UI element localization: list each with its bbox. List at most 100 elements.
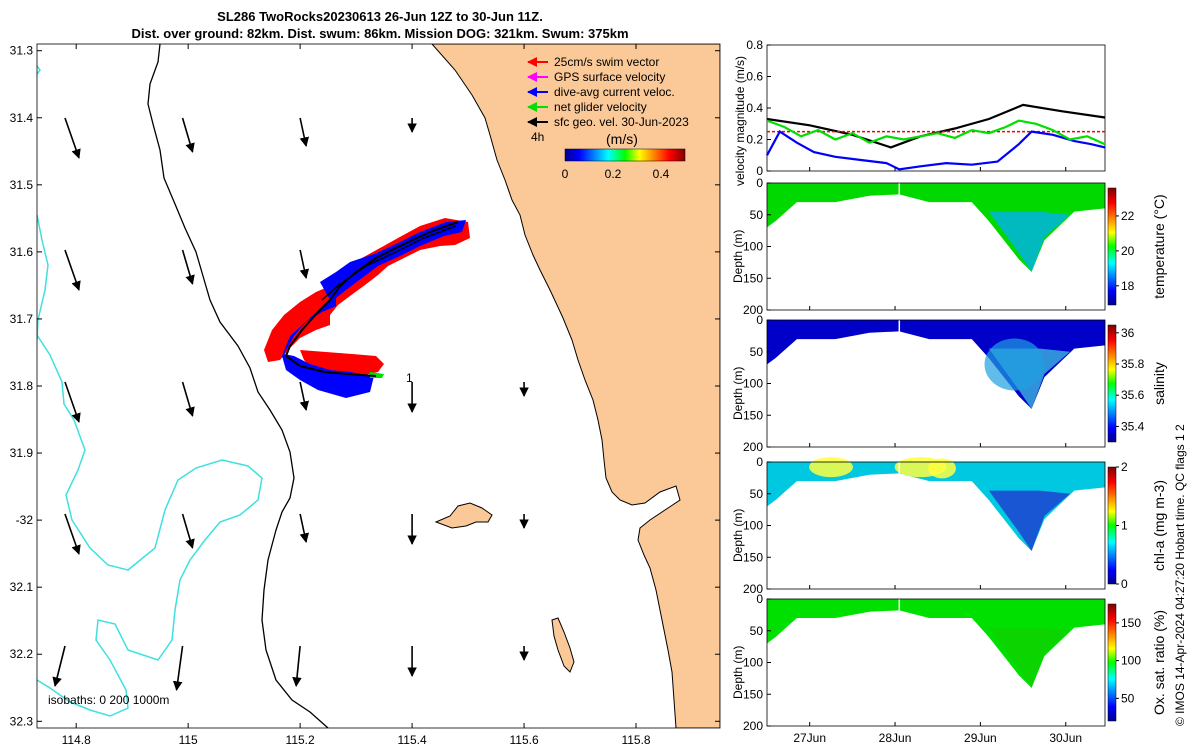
geo-velocity-arrow bbox=[181, 381, 195, 417]
map-y-tick-label: -32 bbox=[16, 513, 34, 527]
colorbar-tick-label: 1 bbox=[1121, 519, 1128, 533]
time-tick-label: 28Jun bbox=[879, 731, 912, 745]
section-y-tick-label: 150 bbox=[743, 408, 763, 422]
section-deep-feature bbox=[988, 211, 1070, 272]
section-ylabel: Depth (m) bbox=[731, 230, 745, 283]
velocity-y-tick-label: 0.8 bbox=[746, 38, 763, 52]
section-y-tick-label: 0 bbox=[756, 176, 763, 190]
track-start-label: 1 bbox=[406, 371, 413, 385]
velocity-ylabel: velocity magnitude (m/s) bbox=[733, 56, 747, 186]
section-deep-feature bbox=[988, 627, 1070, 688]
geo-velocity-arrow bbox=[181, 117, 195, 153]
map-x-tick-label: 115.6 bbox=[509, 733, 538, 747]
copyright-note: © IMOS 14-Apr-2024 04:27:20 Hobart time.… bbox=[1173, 424, 1187, 726]
colorbar-tick-label: 2 bbox=[1121, 460, 1128, 474]
section-y-tick-label: 0 bbox=[756, 455, 763, 469]
geo-velocity-arrow bbox=[64, 249, 81, 291]
section-colorbar bbox=[1107, 324, 1117, 443]
section-deep-feature bbox=[988, 490, 1070, 551]
time-tick-label: 27Jun bbox=[793, 731, 826, 745]
section-y-tick-label: 200 bbox=[743, 582, 763, 596]
map-y-tick-label: 32.2 bbox=[10, 647, 34, 661]
colorbar-label: Ox. sat. ratio (%) bbox=[1151, 610, 1167, 715]
section-y-tick-label: 50 bbox=[750, 345, 764, 359]
map-y-tick-label: 31.4 bbox=[10, 111, 34, 125]
section-y-tick-label: 200 bbox=[743, 303, 763, 317]
legend-label: GPS surface velocity bbox=[554, 70, 665, 84]
figure-title-line1: SL286 TwoRocks20230613 26-Jun 12Z to 30-… bbox=[217, 9, 543, 24]
glider-track bbox=[264, 218, 470, 398]
legend-colorbar-tick: 0 bbox=[562, 167, 569, 181]
land-coast bbox=[431, 44, 720, 728]
colorbar-tick-label: 18 bbox=[1121, 279, 1135, 293]
section-colorbar bbox=[1107, 603, 1117, 722]
section-panel: 0 50 100 150 200 Depth (m) 18 20 22 temperature (… bbox=[731, 176, 1167, 317]
legend-label: dive-avg current veloc. bbox=[554, 85, 675, 99]
section-y-tick-label: 50 bbox=[750, 208, 764, 222]
section-colorbar bbox=[1107, 187, 1117, 306]
section-panel: 0 50 100 150 200 Depth (m) 50 100 150 Ox. sat. ra… bbox=[731, 592, 1167, 733]
section-y-tick-label: 100 bbox=[743, 377, 763, 391]
colorbar-label: temperature (°C) bbox=[1151, 194, 1167, 298]
colorbar-tick-label: 100 bbox=[1121, 654, 1141, 668]
map-x-tick-label: 114.8 bbox=[62, 733, 91, 747]
chl-high-patch bbox=[927, 458, 956, 479]
velocity-y-tick-label: 0.4 bbox=[746, 101, 763, 115]
geo-velocity-arrow bbox=[299, 381, 310, 411]
geo-velocity-arrow bbox=[52, 645, 66, 687]
velocity-panel: 0 0.2 0.4 0.6 0.8 velocity magnitude (m/s) bbox=[733, 38, 1106, 186]
rottnest-island bbox=[434, 502, 493, 529]
section-y-tick-label: 100 bbox=[743, 656, 763, 670]
legend-colorbar-tick: 0.2 bbox=[605, 167, 622, 181]
map-y-tick-label: 32.1 bbox=[10, 580, 34, 594]
map-y-tick-label: 31.6 bbox=[10, 245, 34, 259]
colorbar-tick-label: 150 bbox=[1121, 616, 1141, 630]
section-ylabel: Depth (m) bbox=[731, 646, 745, 699]
velocity-y-tick-label: 0 bbox=[756, 164, 763, 178]
legend-interval: 4h bbox=[531, 130, 544, 144]
section-y-tick-label: 150 bbox=[743, 550, 763, 564]
track-return bbox=[321, 225, 457, 301]
time-tick-label: 29Jun bbox=[964, 731, 997, 745]
map-axes: 114.8 115 115.2 115.4 115.6 115.8 31.3 31.4 31.5… bbox=[10, 44, 720, 747]
colorbar-label: chl-a (mg m-3) bbox=[1151, 480, 1167, 571]
velocity-y-tick-label: 0.6 bbox=[746, 70, 763, 84]
geo-velocity-arrow bbox=[181, 249, 195, 285]
speed-colorbar bbox=[564, 148, 686, 162]
colorbar-label: salinity bbox=[1151, 362, 1167, 405]
legend-label: net glider velocity bbox=[554, 100, 647, 114]
geo-velocity-arrow bbox=[172, 645, 184, 691]
colorbar-tick-label: 36 bbox=[1121, 326, 1135, 340]
map-x-tick-label: 115 bbox=[179, 733, 198, 747]
colorbar-tick-label: 20 bbox=[1121, 244, 1135, 258]
map-x-tick-label: 115.4 bbox=[398, 733, 427, 747]
geo-velocity-arrow bbox=[64, 117, 81, 159]
velocity-series-line bbox=[766, 130, 1106, 171]
legend-unit: (m/s) bbox=[606, 131, 638, 147]
isobath-200m bbox=[147, 44, 329, 728]
colorbar-tick-label: 35.4 bbox=[1121, 419, 1145, 433]
figure-title-line2: Dist. over ground: 82km. Dist. swum: 86k… bbox=[131, 26, 629, 41]
isobath-legend: isobaths: 0 200 1000m bbox=[48, 693, 169, 707]
colorbar-tick-label: 22 bbox=[1121, 209, 1135, 223]
geo-velocity-arrow bbox=[181, 513, 195, 549]
section-y-tick-label: 150 bbox=[743, 687, 763, 701]
map-x-tick-label: 115.8 bbox=[621, 733, 650, 747]
legend-label: 25cm/s swim vector bbox=[554, 55, 659, 69]
isobath-1000m bbox=[37, 214, 263, 717]
map-panel: 1 isobaths: 0 200 1000m 114.8 115 115.2 115… bbox=[10, 43, 721, 747]
section-panel: 0 50 100 150 200 Depth (m) 35.4 35.6 35.8 36 salin… bbox=[731, 313, 1167, 454]
section-panel: 0 50 100 150 200 Depth (m) 0 1 2 chl-a (mg m-3) bbox=[731, 455, 1167, 596]
geo-velocity-arrow bbox=[299, 117, 310, 147]
section-y-tick-label: 0 bbox=[756, 592, 763, 606]
map-y-tick-label: 31.5 bbox=[10, 178, 34, 192]
dive-avg-current bbox=[282, 220, 466, 398]
section-y-tick-label: 0 bbox=[756, 313, 763, 327]
map-y-tick-label: 31.7 bbox=[10, 312, 34, 326]
geo-velocity-arrow bbox=[299, 249, 310, 279]
geo-velocity-arrow bbox=[64, 513, 81, 555]
geostrophic-velocity-arrows bbox=[52, 117, 529, 691]
map-y-tick-label: 32.3 bbox=[10, 714, 34, 728]
